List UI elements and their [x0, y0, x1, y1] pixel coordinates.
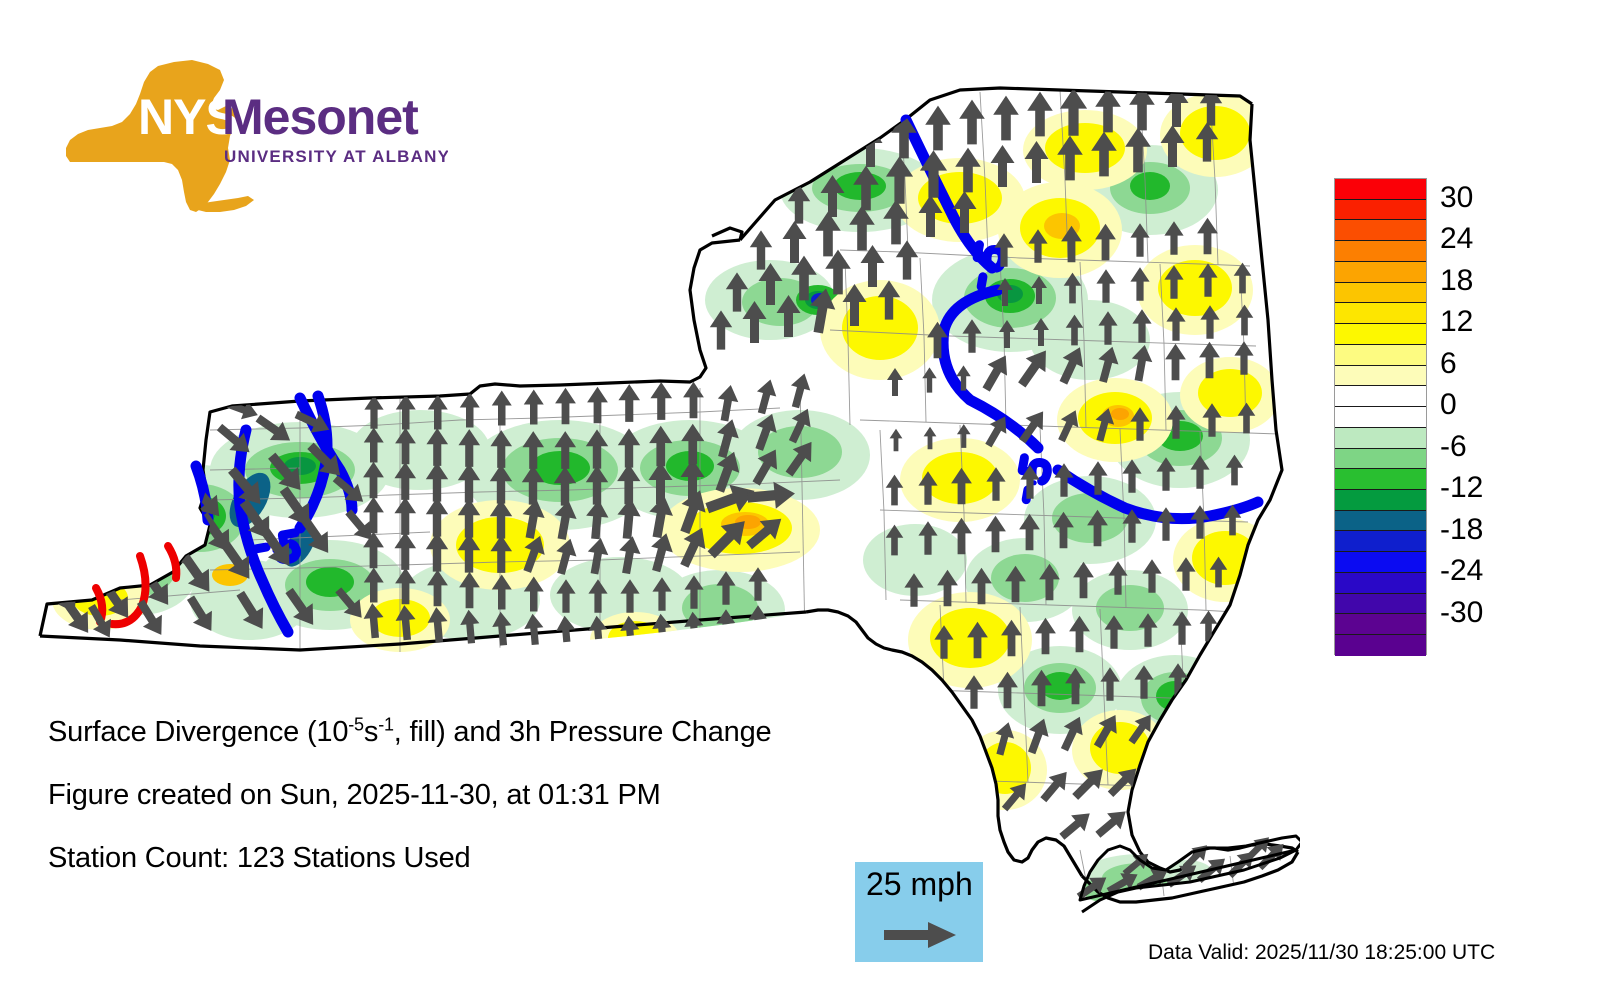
ny-state-shape — [66, 60, 238, 212]
colorbar-tick-label: 0 — [1440, 388, 1457, 422]
colorbar-band — [1335, 386, 1426, 408]
colorbar-band — [1335, 261, 1426, 283]
colorbar-band — [1335, 303, 1426, 325]
colorbar-tick-labels: 30 24 18 12 6 0 -6 -12 -18 -24 -30 — [1434, 178, 1584, 655]
caption-title-pre: Surface Divergence (10 — [48, 716, 349, 748]
caption-title-line: Surface Divergence (10-5s-1, fill) and 3… — [48, 715, 948, 748]
caption-station-count-line: Station Count: 123 Stations Used — [48, 842, 471, 874]
long-island-outline — [1078, 834, 1300, 914]
state-outline — [38, 86, 1300, 904]
colorbar-tick-label: -24 — [1440, 554, 1484, 588]
caption-title-mid: s — [363, 716, 379, 748]
colorbar-band — [1335, 427, 1426, 449]
colorbar-band — [1335, 324, 1426, 345]
colorbar-band — [1335, 448, 1426, 470]
colorbar-band — [1335, 220, 1426, 242]
wind-vector-layer — [53, 88, 1256, 840]
colorbar-band — [1335, 199, 1426, 221]
colorbar-tick-label: 6 — [1440, 346, 1457, 380]
colorbar-band — [1335, 469, 1426, 491]
caption-exp-1: -5 — [348, 714, 364, 735]
wind-speed-legend: 25 mph — [855, 862, 983, 962]
colorbar-tick-label: 30 — [1440, 180, 1474, 214]
caption-exp-2: -1 — [378, 714, 394, 735]
wind-legend-arrow-icon — [884, 922, 956, 948]
colorbar-band — [1335, 282, 1426, 304]
colorbar-tick-label: -6 — [1440, 429, 1467, 463]
colorbar-band — [1335, 593, 1426, 615]
colorbar-tick-label: -12 — [1440, 471, 1484, 505]
colorbar-band — [1335, 490, 1426, 511]
colorbar-band — [1335, 407, 1426, 428]
wind-legend-label: 25 mph — [866, 866, 973, 902]
logo-subtitle-text: UNIVERSITY AT ALBANY — [224, 147, 448, 166]
map-svg — [38, 86, 1300, 914]
logo-nys-text: NYS — [138, 89, 238, 145]
colorbar-band — [1335, 635, 1426, 656]
colorbar-band — [1335, 572, 1426, 594]
colorbar-band — [1335, 241, 1426, 262]
colorbar-tick-label: -18 — [1440, 512, 1484, 546]
divergence-colorbar: 30 24 18 12 6 0 -6 -12 -18 -24 -30 — [1334, 178, 1584, 668]
weather-map — [38, 86, 1300, 914]
caption-created-line: Figure created on Sun, 2025-11-30, at 01… — [48, 779, 661, 811]
colorbar-band — [1335, 614, 1426, 636]
contour-label-group — [251, 240, 1052, 565]
colorbar-tick-label: 18 — [1440, 263, 1474, 297]
colorbar-tick-label: 24 — [1440, 222, 1474, 256]
colorbar-band — [1335, 531, 1426, 553]
figure-caption: Surface Divergence (10-5s-1, fill) and 3… — [48, 715, 948, 907]
ny-long-island-shape — [198, 196, 254, 212]
colorbar-band — [1335, 552, 1426, 573]
data-valid-timestamp: Data Valid: 2025/11/30 18:25:00 UTC — [1148, 941, 1496, 964]
colorbar-bands — [1334, 178, 1427, 656]
colorbar-tick-label: -30 — [1440, 595, 1484, 629]
colorbar-band — [1335, 179, 1426, 200]
logo-mesonet-text: Mesonet — [222, 89, 419, 145]
nys-mesonet-logo: NYS Mesonet UNIVERSITY AT ALBANY — [48, 52, 448, 232]
caption-title-post: , fill) and 3h Pressure Change — [393, 716, 772, 748]
colorbar-tick-label: 12 — [1440, 305, 1474, 339]
colorbar-band — [1335, 344, 1426, 366]
colorbar-band — [1335, 510, 1426, 532]
colorbar-band — [1335, 365, 1426, 387]
